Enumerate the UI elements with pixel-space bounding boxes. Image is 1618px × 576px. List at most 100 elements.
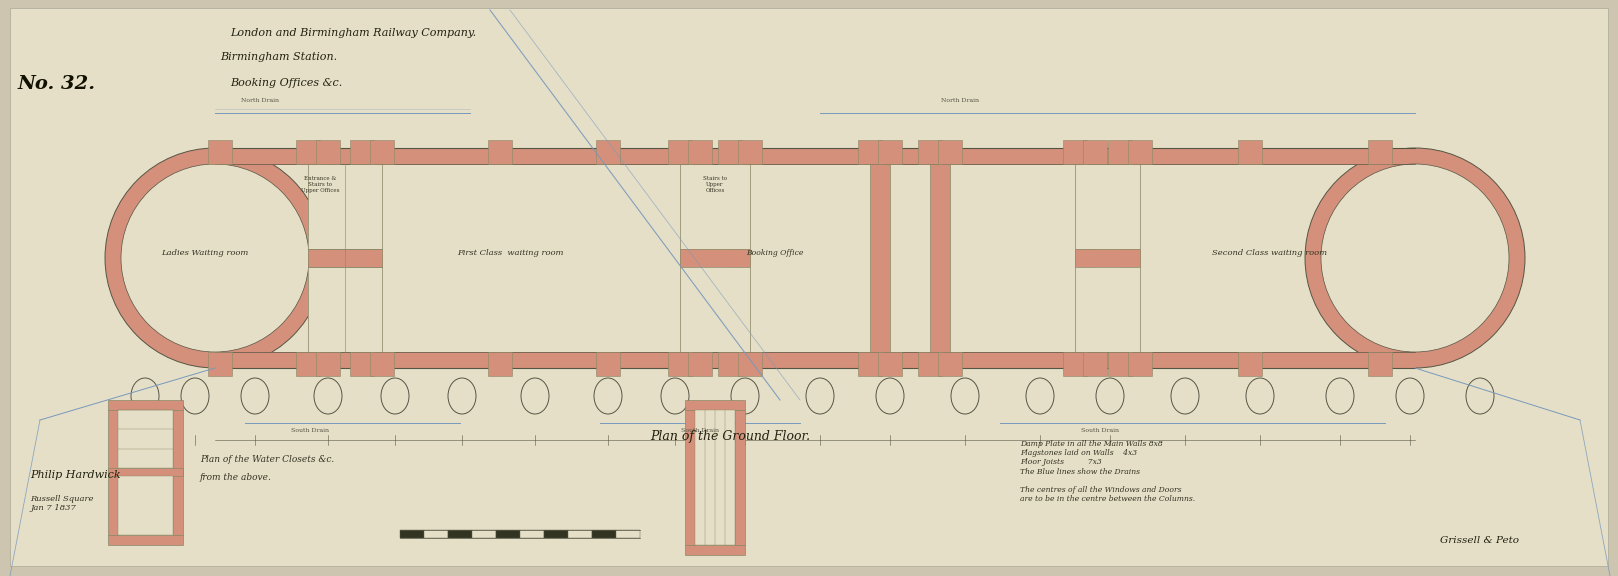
Bar xyxy=(680,164,751,249)
Bar xyxy=(215,352,1416,368)
Bar xyxy=(616,530,641,538)
Ellipse shape xyxy=(1327,378,1354,414)
Bar xyxy=(296,140,320,164)
Ellipse shape xyxy=(121,164,309,352)
Ellipse shape xyxy=(662,378,689,414)
Text: Stairs to
Upper
Offices: Stairs to Upper Offices xyxy=(702,176,726,192)
Text: Booking Office: Booking Office xyxy=(746,249,804,257)
Bar xyxy=(1367,140,1391,164)
Bar xyxy=(400,530,424,538)
Ellipse shape xyxy=(1095,378,1125,414)
Bar xyxy=(680,164,701,352)
Bar xyxy=(215,148,1416,368)
Bar xyxy=(316,352,340,376)
Ellipse shape xyxy=(594,378,621,414)
Bar xyxy=(497,530,519,538)
Bar xyxy=(349,140,374,164)
Bar xyxy=(1074,164,1095,352)
Bar xyxy=(680,267,751,352)
Bar xyxy=(680,249,751,267)
Bar xyxy=(938,140,963,164)
Bar xyxy=(595,352,620,376)
Bar xyxy=(215,164,1416,352)
Text: Ladies Waiting room: Ladies Waiting room xyxy=(162,249,249,257)
Text: from the above.: from the above. xyxy=(201,473,272,482)
Ellipse shape xyxy=(951,378,979,414)
Bar xyxy=(917,352,942,376)
Ellipse shape xyxy=(521,378,549,414)
Bar xyxy=(489,140,511,164)
Bar xyxy=(1063,140,1087,164)
Ellipse shape xyxy=(1246,378,1273,414)
Text: Russell Square
Jan 7 1837: Russell Square Jan 7 1837 xyxy=(31,495,94,512)
Bar xyxy=(718,140,743,164)
Text: Booking Offices &c.: Booking Offices &c. xyxy=(230,78,343,88)
Bar xyxy=(870,164,890,352)
Bar xyxy=(696,410,735,545)
Bar xyxy=(173,410,183,535)
Bar xyxy=(684,545,744,555)
Ellipse shape xyxy=(241,378,269,414)
Bar xyxy=(592,530,616,538)
Text: South Drain: South Drain xyxy=(291,429,328,434)
Bar xyxy=(1082,352,1107,376)
Bar xyxy=(307,249,382,267)
Bar xyxy=(118,476,173,535)
Ellipse shape xyxy=(1320,164,1510,352)
Bar xyxy=(1074,267,1141,352)
Bar xyxy=(349,352,374,376)
Bar xyxy=(118,410,173,468)
Ellipse shape xyxy=(131,378,159,414)
Bar xyxy=(938,352,963,376)
Bar xyxy=(108,468,183,476)
Bar xyxy=(209,352,231,376)
Bar xyxy=(1238,352,1262,376)
Text: Philip Hardwick: Philip Hardwick xyxy=(31,470,121,480)
Bar xyxy=(472,530,497,538)
Bar xyxy=(108,400,183,410)
Bar xyxy=(1128,352,1152,376)
Bar xyxy=(684,400,744,410)
Text: First Class  waiting room: First Class waiting room xyxy=(456,249,563,257)
Bar xyxy=(371,352,395,376)
Ellipse shape xyxy=(1306,148,1526,368)
Bar xyxy=(1367,352,1391,376)
Bar xyxy=(296,352,320,376)
Text: Second Class waiting room: Second Class waiting room xyxy=(1212,249,1327,257)
Text: Damp Plate in all the Main Walls 8x8
Flagstones laid on Walls    4x3
Floor Joist: Damp Plate in all the Main Walls 8x8 Fla… xyxy=(1019,440,1196,503)
Ellipse shape xyxy=(1026,378,1053,414)
Bar xyxy=(917,140,942,164)
Bar xyxy=(858,140,882,164)
Text: No. 32.: No. 32. xyxy=(18,75,95,93)
Bar xyxy=(519,530,544,538)
Bar xyxy=(718,352,743,376)
Bar xyxy=(424,530,448,538)
Text: Grissell & Peto: Grissell & Peto xyxy=(1440,536,1519,545)
Bar xyxy=(738,352,762,376)
Bar xyxy=(307,267,382,352)
Ellipse shape xyxy=(380,378,409,414)
Text: North Drain: North Drain xyxy=(942,98,979,104)
Bar xyxy=(544,530,568,538)
Text: South Drain: South Drain xyxy=(1081,429,1120,434)
Bar xyxy=(215,148,1416,164)
Bar xyxy=(1108,140,1133,164)
Ellipse shape xyxy=(448,378,476,414)
Bar xyxy=(688,140,712,164)
Bar xyxy=(1108,352,1133,376)
Ellipse shape xyxy=(105,148,325,368)
Bar xyxy=(668,352,693,376)
Bar xyxy=(307,164,382,249)
Ellipse shape xyxy=(1466,378,1493,414)
Bar xyxy=(1120,164,1141,352)
Bar xyxy=(738,140,762,164)
Ellipse shape xyxy=(806,378,833,414)
Bar xyxy=(568,530,592,538)
Text: Birmingham Station.: Birmingham Station. xyxy=(220,52,337,62)
Ellipse shape xyxy=(181,378,209,414)
Bar xyxy=(489,352,511,376)
Bar xyxy=(448,530,472,538)
Ellipse shape xyxy=(314,378,341,414)
Bar xyxy=(879,352,901,376)
Bar xyxy=(688,352,712,376)
